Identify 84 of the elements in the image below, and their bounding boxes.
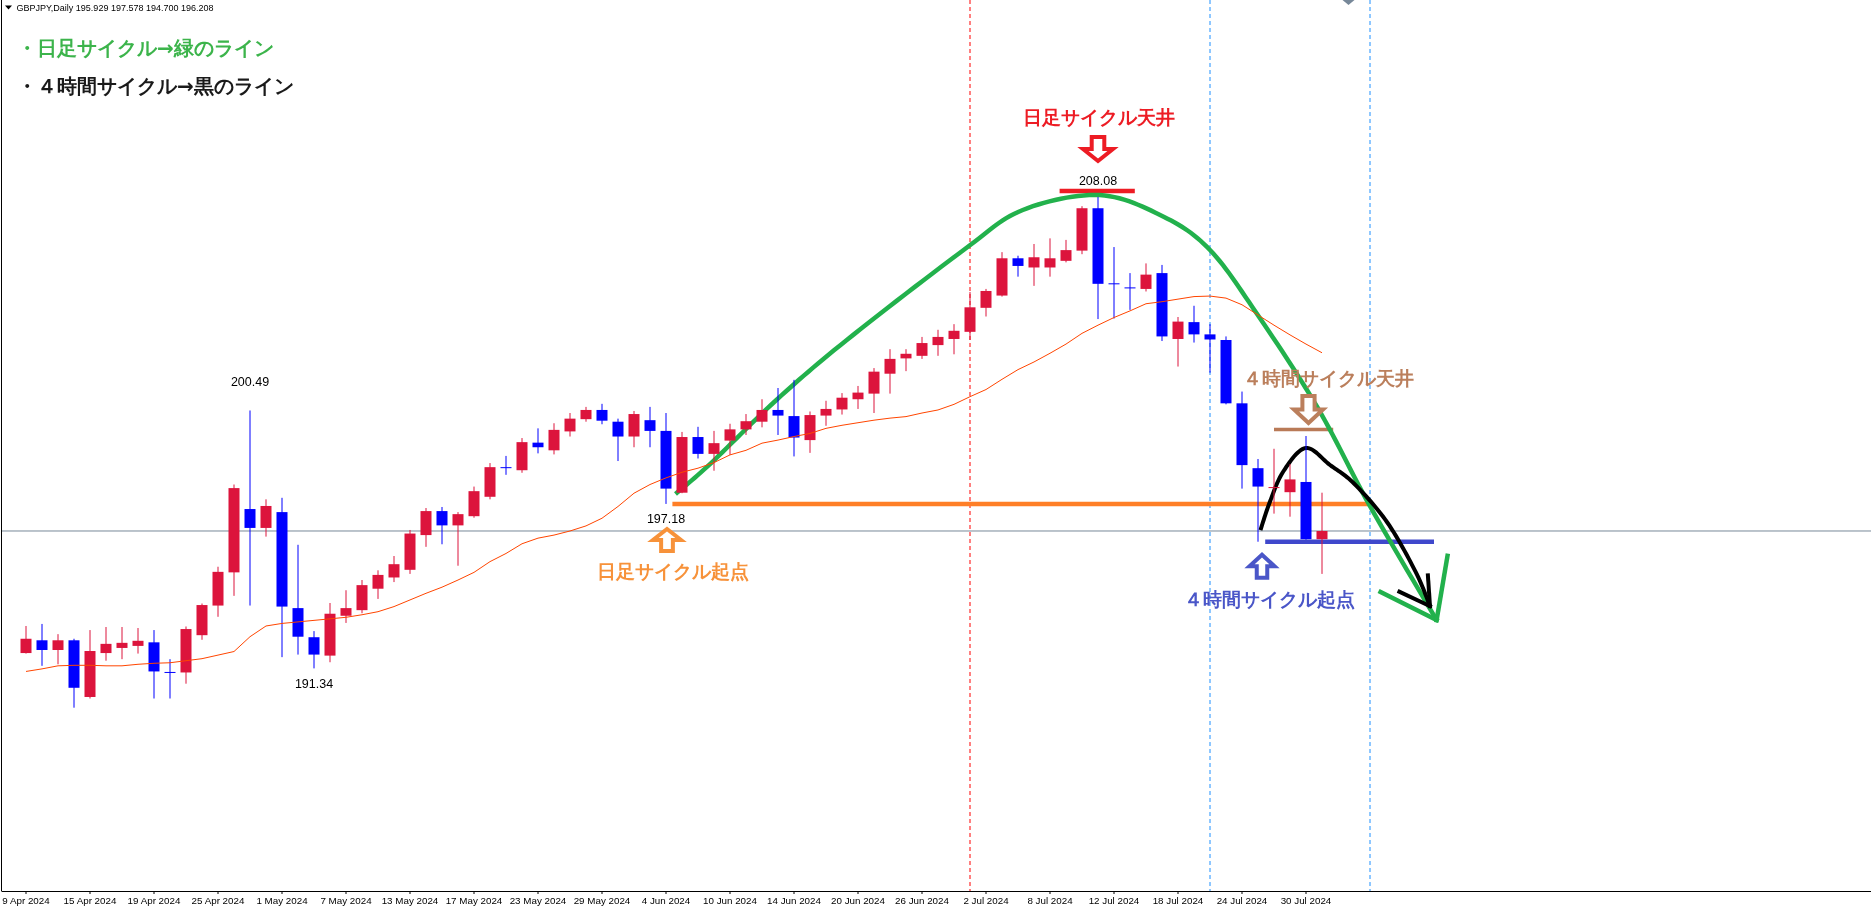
candlestick — [1140, 262, 1152, 292]
candlestick — [116, 626, 128, 660]
candlestick — [788, 379, 800, 457]
candlestick — [244, 409, 256, 607]
x-tick-label: 9 Apr 2024 — [2, 895, 51, 906]
candlestick — [852, 385, 864, 410]
candlestick — [1252, 458, 1264, 543]
x-tick-label: 26 Jun 2024 — [895, 895, 950, 906]
x-tick-label: 8 Jul 2024 — [1027, 895, 1074, 906]
candlestick — [740, 413, 752, 436]
text: ・４時間サイクル→黒のライン — [17, 74, 294, 98]
candlestick — [820, 400, 832, 427]
x-tick-label: 17 May 2024 — [445, 895, 503, 906]
x-tick-label: 10 Jun 2024 — [703, 895, 758, 906]
x-tick-label: 1 May 2024 — [256, 895, 309, 906]
candlestick — [916, 336, 928, 360]
annotation: 208.08 — [1078, 174, 1118, 188]
annotation: ４時間サイクル起点 — [1183, 588, 1355, 611]
candlestick — [52, 633, 64, 665]
candlestick — [1204, 323, 1216, 374]
candlestick — [1108, 246, 1120, 320]
candlestick — [1316, 492, 1328, 575]
x-tick-label: 19 Apr 2024 — [127, 895, 181, 906]
candlestick — [308, 630, 320, 669]
candlestick — [692, 426, 704, 459]
candlestick — [500, 455, 512, 476]
annotation: 日足サイクル起点 — [597, 559, 749, 582]
x-tick-label: 18 Jul 2024 — [1152, 895, 1204, 906]
x-tick-label: 25 Apr 2024 — [191, 895, 245, 906]
candlestick — [1012, 255, 1024, 278]
candlestick — [260, 498, 272, 538]
candlestick — [932, 329, 944, 357]
annotation: 200.49 — [230, 375, 270, 390]
x-tick-label: 13 May 2024 — [381, 895, 439, 906]
x-tick-label: 12 Jul 2024 — [1088, 895, 1140, 906]
candlestick — [628, 410, 640, 448]
candlestick — [836, 392, 848, 416]
candlestick — [36, 623, 48, 667]
candlestick — [164, 658, 176, 700]
candlestick — [20, 625, 32, 655]
x-tick-label: 30 Jul 2024 — [1280, 895, 1332, 906]
candlestick — [948, 323, 960, 355]
candlestick — [644, 406, 656, 448]
candlestick — [388, 555, 400, 583]
candlestick — [1284, 463, 1296, 518]
candlestick — [612, 418, 624, 462]
candlestick — [868, 367, 880, 414]
x-tick-label: 4 Jun 2024 — [641, 895, 691, 906]
candlestick — [1124, 272, 1136, 311]
candlestick — [1060, 239, 1072, 263]
candlestick — [1188, 305, 1200, 344]
candlestick — [1172, 316, 1184, 368]
candlestick — [756, 398, 768, 428]
candlestick — [724, 423, 736, 456]
candlestick — [1044, 237, 1056, 278]
candlestick — [340, 589, 352, 624]
x-tick-label: 14 Jun 2024 — [767, 895, 822, 906]
candlestick — [452, 511, 464, 567]
x-tick-label: 7 May 2024 — [320, 895, 373, 906]
text: 日足サイクル天井 — [1022, 106, 1175, 128]
candlestick — [1268, 448, 1280, 515]
x-tick-label: 29 May 2024 — [573, 895, 631, 906]
annotation: 191.34 — [294, 677, 334, 692]
x-tick-label: 23 May 2024 — [509, 895, 567, 906]
candlestick — [772, 387, 784, 436]
x-tick-label: 20 Jun 2024 — [831, 895, 886, 906]
candlestick — [436, 506, 448, 545]
chart-title: GBPJPY,Daily 195.929 197.578 194.700 196.208 — [16, 2, 214, 13]
annotation: 197.18 — [646, 511, 686, 526]
candlestick — [564, 412, 576, 438]
candlestick — [132, 627, 144, 655]
candlestick — [980, 288, 992, 317]
candlestick — [372, 569, 384, 600]
candlestick — [548, 422, 560, 455]
candlestick — [708, 430, 720, 472]
x-tick-label: 2 Jul 2024 — [963, 895, 1010, 906]
annotation: ４時間サイクル天井 — [1242, 366, 1414, 389]
x-tick-label: 24 Jul 2024 — [1216, 895, 1268, 906]
text: ・日足サイクル→緑のライン — [17, 36, 274, 60]
candlestick — [596, 403, 608, 425]
candlestick — [1028, 243, 1040, 287]
candlestick — [884, 348, 896, 395]
x-tick-label: 15 Apr 2024 — [63, 895, 117, 906]
candlestick — [100, 626, 112, 662]
